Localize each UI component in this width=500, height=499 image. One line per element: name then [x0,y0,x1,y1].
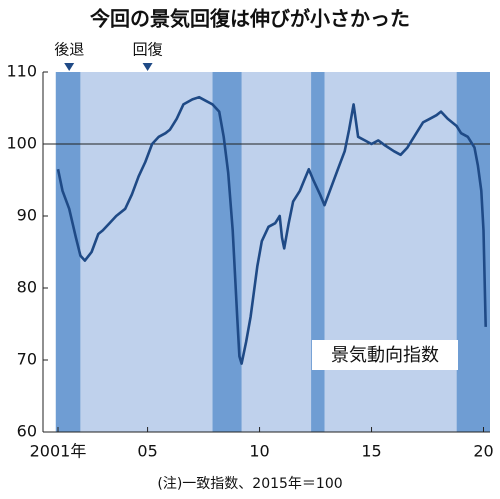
x-tick-label: 05 [137,442,157,461]
note: (注)一致指数、2015年＝100 [157,476,342,492]
x-tick-label: 2001年 [30,442,87,461]
x-tick-label: 15 [361,442,381,461]
chart-title: 今回の景気回復は伸びが小さかった [90,7,410,31]
series-label: 景気動向指数 [331,345,439,366]
y-tick-label: 110 [6,62,37,81]
annotation-marker [142,63,153,71]
series-label-box [312,340,458,370]
annotation-marker [64,63,75,71]
x-tick-label: 20 [473,442,493,461]
period-band [212,72,242,432]
period-band [241,72,312,432]
annotation: 後退 [54,41,84,59]
y-tick-label: 60 [17,422,37,441]
period-band [311,72,325,432]
period-band [324,72,457,432]
period-band [55,72,81,432]
y-tick-label: 80 [17,278,37,297]
y-tick-label: 90 [17,206,37,225]
annotation: 回復 [133,41,163,59]
y-tick-label: 70 [17,350,37,369]
y-tick-label: 100 [6,134,37,153]
period-band [80,72,213,432]
x-tick-label: 10 [249,442,269,461]
series-line [56,95,487,365]
